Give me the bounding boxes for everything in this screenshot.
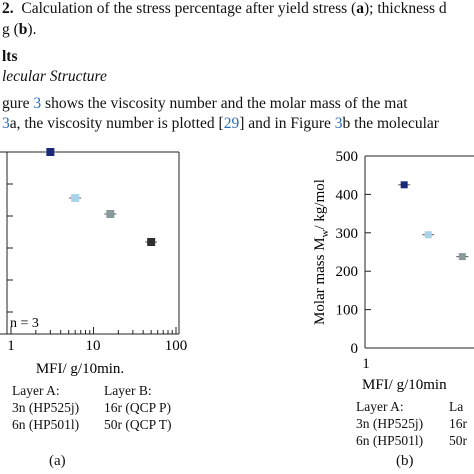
panel-a-xtick-label: 1 [7,338,15,354]
panel-a-legend-layer-a: Layer A: 3n (HP525j) 6n (HP501l) [12,382,79,433]
panel-a-points [44,148,157,246]
data-point-3n [401,181,408,188]
panel-b-points [398,181,468,260]
legend-item: 3n (HP525j) [356,415,423,432]
legend-item: 16r (QCP P) [104,399,172,416]
data-point-16r [459,253,466,260]
panel-a-label: (a) [49,453,66,470]
panel-b-xtick-label: 1 [362,356,370,372]
panel-b-x-axis-label: MFI/ g/10min [362,377,447,393]
panel-a-annotation: n = 3 [10,316,39,331]
data-point-50r [147,238,155,246]
legend-item: 6n (HP501l) [356,432,423,449]
panel-a-xtick-label: 100 [165,338,188,354]
panel-a-y-ticks [7,152,13,312]
legend-item: 6n (HP501l) [12,416,79,433]
legend-item: 3n (HP525j) [12,399,79,416]
panel-b-ytick-label: 500 [336,149,359,165]
panel-a-xtick-label: 10 [86,338,101,354]
legend-item: 16r [449,415,467,432]
panel-b-label: (b) [396,453,414,470]
panel-b-ytick-label: 400 [336,187,359,203]
panel-b-ytick-label: 300 [336,226,359,242]
data-point-3n [46,148,54,156]
panel-a-legend-layer-b: Layer B: 16r (QCP P) 50r (QCP T) [104,382,172,433]
legend-item: 50r (QCP T) [104,416,172,433]
legend-item: 50r [449,432,467,449]
panel-b-y-axis-label: Molar mass Mw/ kg/mol [312,179,331,325]
panel-b-legend-layer-a: Layer A: 3n (HP525j) 6n (HP501l) [356,398,423,449]
data-point-6n [71,194,79,202]
panel-b-legend-layer-b: La 16r 50r [449,398,467,449]
panel-b-ytick-label: 100 [336,303,359,319]
data-point-16r [106,210,114,218]
panel-b-chart: 0 100 200 300 400 500 1 MFI/ g/10min Molar ma… [312,149,474,393]
panel-b-ytick-label: 0 [351,341,359,357]
panel-a-chart: n = 3 1 10 100 MFI/ g/10min. [0,148,187,377]
panel-b-y-ticks: 0 100 200 300 400 500 [336,149,372,357]
panel-b-ytick-label: 200 [336,264,359,280]
panel-a-x-axis-label: MFI/ g/10min. [36,361,124,377]
data-point-6n [425,231,432,238]
